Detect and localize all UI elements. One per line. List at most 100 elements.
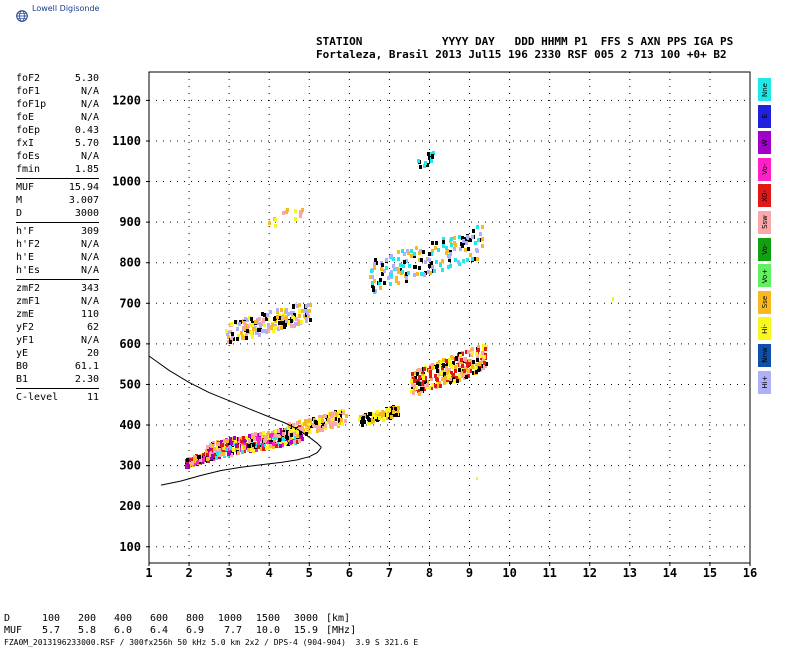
- echo-point: [435, 241, 438, 245]
- echo-point: [296, 434, 299, 438]
- echo-point: [428, 156, 431, 160]
- echo-point: [293, 440, 296, 444]
- echo-point: [216, 446, 219, 450]
- echo-point: [481, 225, 484, 229]
- param-name: fmin: [16, 164, 41, 175]
- echo-point: [429, 374, 432, 378]
- echo-point: [434, 246, 437, 250]
- table-cell: 3000: [293, 613, 318, 624]
- param-value: N/A: [80, 335, 99, 346]
- echo-point: [229, 340, 232, 344]
- param-value: N/A: [80, 151, 99, 162]
- echo-point: [246, 329, 249, 333]
- param-name: h'Es: [16, 265, 41, 276]
- echo-point: [461, 364, 464, 368]
- echo-point: [330, 421, 333, 425]
- echo-point: [268, 221, 271, 225]
- param-value: 3000: [74, 208, 99, 219]
- param-value: N/A: [80, 265, 99, 276]
- echo-point: [419, 368, 422, 372]
- echo-point: [295, 317, 298, 321]
- echo-point: [424, 161, 427, 165]
- echo-point: [465, 350, 468, 354]
- echo-point: [236, 327, 239, 331]
- echo-point: [453, 379, 456, 383]
- echo-point: [376, 410, 379, 414]
- legend-label: Vo+: [760, 268, 769, 283]
- echo-point: [246, 318, 249, 322]
- param-value: 15.94: [68, 182, 99, 193]
- echo-point: [441, 259, 444, 263]
- param-value: 3.007: [68, 195, 99, 206]
- echo-point: [263, 323, 266, 327]
- echo-point: [262, 447, 265, 451]
- echo-point: [445, 359, 448, 363]
- echo-point: [240, 439, 243, 443]
- echo-point: [467, 350, 470, 354]
- echo-point: [454, 258, 457, 262]
- echo-point: [254, 320, 257, 324]
- echo-point: [309, 303, 312, 307]
- echo-point: [242, 336, 245, 340]
- station-header-values: Fortaleza, Brasil 2013 Jul15 196 2330 RS…: [316, 48, 727, 61]
- echo-point: [429, 366, 432, 370]
- echo-point: [256, 321, 259, 325]
- echo-point: [298, 314, 301, 318]
- echo-point: [305, 423, 308, 427]
- echo-point: [427, 270, 430, 274]
- echo-point: [287, 312, 290, 316]
- echo-point: [243, 445, 246, 449]
- echo-points: [185, 151, 614, 480]
- echo-point: [259, 328, 262, 332]
- legend-label: Nne: [760, 82, 769, 97]
- echo-point: [235, 444, 238, 448]
- echo-point: [372, 419, 375, 423]
- echo-point: [390, 407, 393, 411]
- echo-point: [438, 363, 441, 367]
- echo-point: [469, 238, 472, 242]
- echo-point: [476, 358, 479, 362]
- echo-point: [369, 275, 372, 279]
- echo-point: [240, 331, 243, 335]
- echo-point: [307, 303, 310, 307]
- echo-point: [292, 423, 295, 427]
- echo-point: [294, 423, 297, 427]
- echo-point: [251, 335, 254, 339]
- echo-point: [308, 309, 311, 313]
- table-cell: 7.7: [223, 625, 242, 636]
- echo-point: [423, 387, 426, 391]
- x-tick-label: 3: [226, 566, 233, 580]
- echo-point: [464, 357, 467, 361]
- echo-point: [443, 372, 446, 376]
- echo-point: [429, 271, 432, 275]
- echo-point: [405, 279, 408, 283]
- echo-point: [474, 366, 477, 370]
- echo-point: [469, 369, 472, 373]
- echo-point: [455, 356, 458, 360]
- echo-point: [380, 414, 383, 418]
- echo-point: [281, 321, 284, 325]
- echo-point: [345, 414, 348, 418]
- echo-point: [243, 321, 246, 325]
- echo-point: [310, 424, 313, 428]
- param-name: zmF1: [16, 296, 41, 307]
- echo-point: [428, 258, 431, 262]
- echo-point: [450, 243, 453, 247]
- echo-point: [449, 377, 452, 381]
- echo-point: [428, 386, 431, 390]
- echo-point: [427, 152, 430, 156]
- echo-point: [418, 392, 421, 396]
- unit-label: [MHz]: [326, 625, 357, 636]
- echo-point: [301, 437, 304, 441]
- echo-point: [193, 462, 196, 466]
- echo-point: [379, 278, 382, 282]
- echo-point: [374, 258, 377, 262]
- echo-point: [304, 419, 307, 423]
- param-value: N/A: [80, 112, 99, 123]
- echo-point: [290, 319, 293, 323]
- echo-point: [446, 375, 449, 379]
- echo-point: [476, 249, 479, 253]
- param-value: 309: [80, 226, 99, 237]
- echo-point: [423, 367, 426, 371]
- echo-point: [186, 458, 189, 462]
